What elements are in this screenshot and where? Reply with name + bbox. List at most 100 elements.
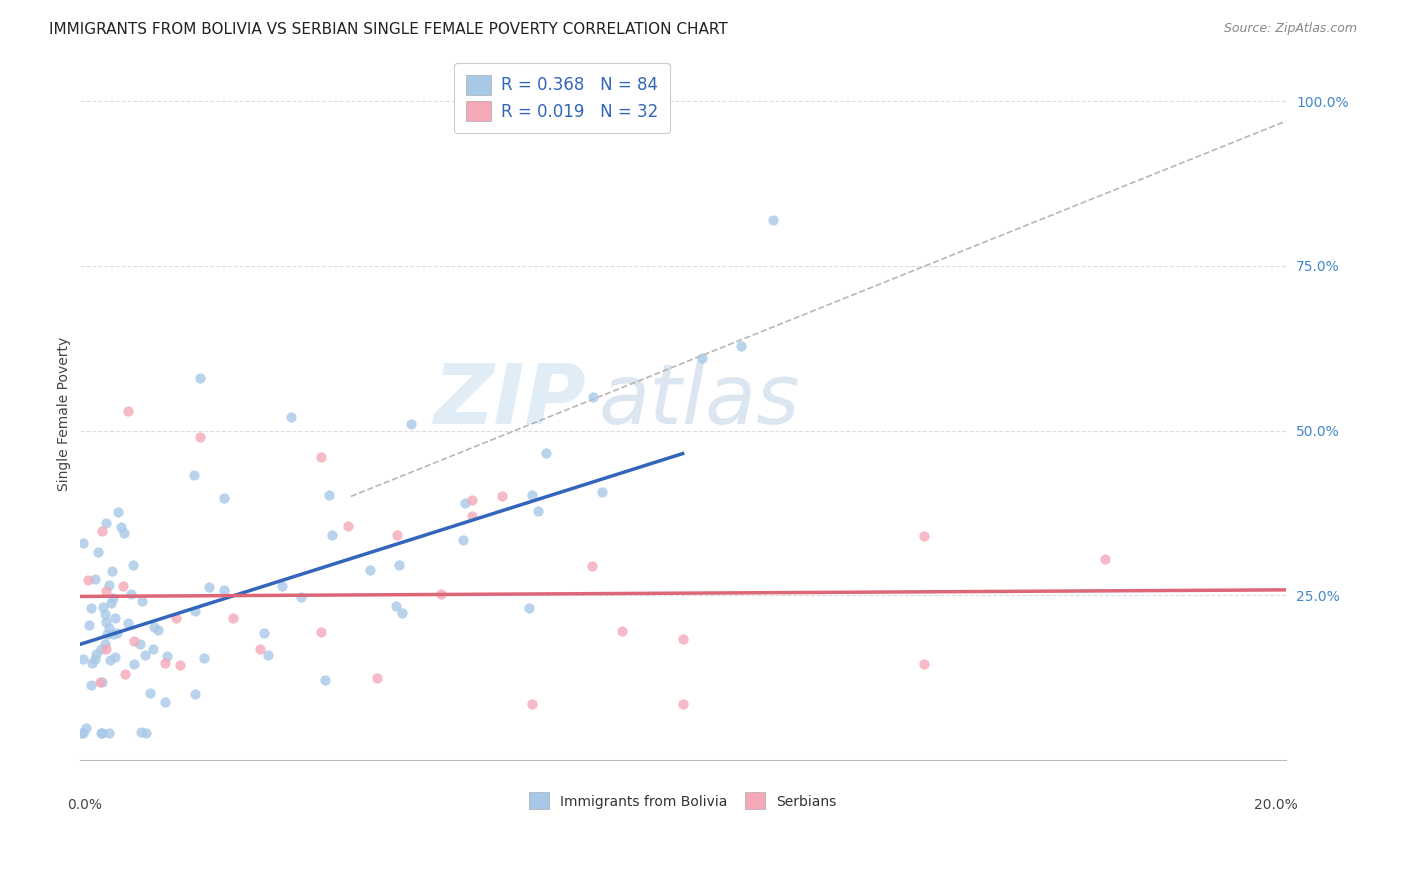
Point [112, 525, 135, 540]
Point [582, 390, 605, 404]
Point [91, 726, 114, 740]
Point [280, 410, 302, 425]
Point [89, 641, 111, 656]
Point [672, 632, 695, 647]
Point [90, 726, 112, 740]
Point [120, 587, 142, 601]
Point [94, 583, 117, 598]
Text: IMMIGRANTS FROM BOLIVIA VS SERBIAN SINGLE FEMALE POVERTY CORRELATION CHART: IMMIGRANTS FROM BOLIVIA VS SERBIAN SINGL… [49, 22, 728, 37]
Point [96, 626, 118, 640]
Point [96, 615, 118, 629]
Point [146, 623, 169, 637]
Point [94, 637, 117, 651]
Text: Source: ZipAtlas.com: Source: ZipAtlas.com [1223, 22, 1357, 36]
Point [321, 527, 343, 541]
Point [72, 536, 94, 550]
Point [90, 524, 112, 538]
Point [79, 678, 101, 692]
Point [117, 404, 139, 418]
Point [82, 657, 104, 671]
Point [104, 611, 127, 625]
Point [84, 647, 107, 661]
Point [83, 573, 105, 587]
Point [249, 642, 271, 657]
Point [1094, 552, 1116, 566]
Point [101, 627, 124, 641]
Point [129, 637, 152, 651]
Point [69, 726, 91, 740]
Point [114, 667, 136, 681]
Point [97, 578, 120, 592]
Point [77, 618, 100, 632]
Point [105, 625, 128, 640]
Point [385, 528, 408, 542]
Point [690, 351, 713, 366]
Point [212, 491, 235, 506]
Point [143, 620, 166, 634]
Point [912, 529, 935, 543]
Point [193, 651, 215, 665]
Point [129, 725, 152, 739]
Point [336, 519, 359, 533]
Point [385, 599, 408, 614]
Point [253, 626, 276, 640]
Point [184, 687, 207, 701]
Point [612, 624, 634, 639]
Point [460, 509, 482, 524]
Point [100, 596, 122, 610]
Point [107, 505, 129, 519]
Point [591, 484, 613, 499]
Point [454, 496, 477, 510]
Point [912, 657, 935, 672]
Point [153, 696, 176, 710]
Point [98, 726, 121, 740]
Point [290, 591, 312, 605]
Point [491, 489, 513, 503]
Y-axis label: Single Female Poverty: Single Female Poverty [58, 337, 72, 491]
Point [762, 213, 785, 227]
Point [271, 579, 294, 593]
Point [318, 488, 340, 502]
Point [581, 558, 603, 573]
Point [91, 600, 114, 615]
Point [156, 648, 179, 663]
Point [124, 657, 146, 672]
Point [97, 621, 120, 635]
Point [80, 601, 103, 615]
Point [90, 675, 112, 690]
Point [104, 650, 127, 665]
Point [84, 652, 107, 666]
Point [534, 446, 557, 460]
Point [110, 520, 132, 534]
Point [139, 686, 162, 700]
Point [197, 580, 219, 594]
Point [117, 616, 139, 631]
Point [520, 697, 543, 711]
Point [366, 671, 388, 685]
Point [184, 603, 207, 617]
Point [257, 648, 280, 662]
Point [522, 488, 544, 502]
Point [359, 563, 381, 577]
Point [142, 642, 165, 657]
Point [101, 564, 124, 578]
Point [169, 657, 191, 672]
Text: 20.0%: 20.0% [1254, 797, 1298, 812]
Point [399, 417, 422, 431]
Point [451, 533, 474, 547]
Point [388, 558, 411, 573]
Point [75, 721, 97, 735]
Point [153, 656, 176, 670]
Point [131, 593, 153, 607]
Legend: Immigrants from Bolivia, Serbians: Immigrants from Bolivia, Serbians [523, 787, 842, 815]
Point [672, 697, 695, 711]
Point [111, 579, 134, 593]
Point [222, 611, 245, 625]
Point [94, 641, 117, 656]
Point [94, 516, 117, 530]
Text: ZIP: ZIP [433, 359, 586, 441]
Point [89, 675, 111, 690]
Point [314, 673, 336, 687]
Point [101, 591, 124, 606]
Point [460, 492, 482, 507]
